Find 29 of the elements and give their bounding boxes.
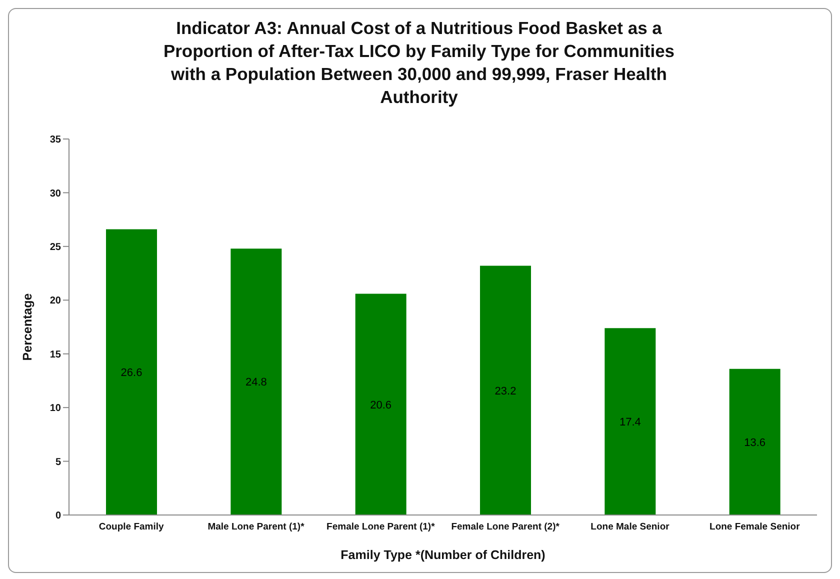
x-axis-title: Family Type *(Number of Children) <box>340 548 546 562</box>
x-tick-label: Male Lone Parent (1)* <box>208 522 305 533</box>
bar <box>480 266 531 515</box>
y-tick-label: 35 <box>50 134 62 146</box>
x-tick-label: Couple Family <box>98 522 165 533</box>
data-label: 17.4 <box>619 416 641 428</box>
y-tick-label: 5 <box>55 456 62 468</box>
bar <box>230 248 282 515</box>
bar <box>729 368 780 515</box>
data-label: 23.2 <box>494 385 516 398</box>
chart-title: Indicator A3: Annual Cost of a Nutritious Food Basket as a Proportion of After-Tax LICO by Family Type for Communities with a Population Between 30,000 and 99,999, Fraser Health Authority <box>162 17 676 109</box>
y-tick-label: 30 <box>50 188 62 200</box>
x-tick-label: Female Lone Parent (2)* <box>451 522 560 533</box>
y-tick-label: 15 <box>50 349 62 360</box>
data-label: 13.6 <box>744 436 766 449</box>
y-axis-title: Percentage <box>20 293 34 361</box>
data-label: 20.6 <box>370 399 392 412</box>
x-tick-label: Female Lone Parent (1)* <box>326 522 436 533</box>
y-tick-label: 0 <box>55 510 62 522</box>
bar <box>106 229 157 515</box>
x-tick-label: Lone Male Senior <box>590 522 670 533</box>
y-tick-label: 10 <box>50 403 62 414</box>
y-tick-label: 20 <box>50 296 62 307</box>
data-label: 26.6 <box>120 367 142 380</box>
bar <box>355 294 406 515</box>
data-label: 24.8 <box>245 376 267 389</box>
bar <box>604 328 656 515</box>
x-tick-label: Lone Female Senior <box>710 522 800 533</box>
y-tick-label: 25 <box>50 242 62 253</box>
